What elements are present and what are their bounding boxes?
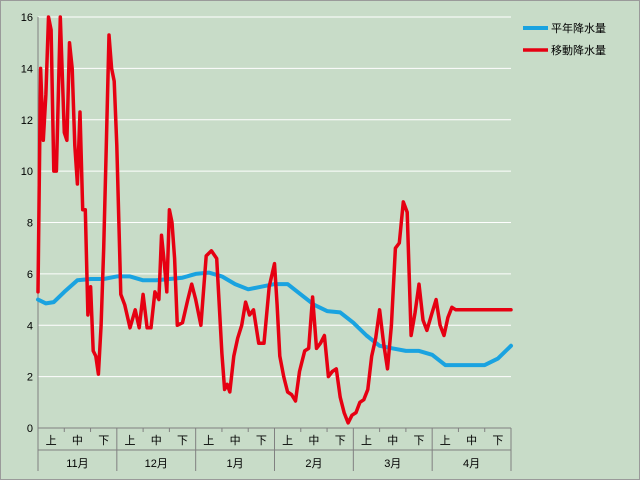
x-month-label: 4月 <box>463 458 480 470</box>
y-tick-label: 16 <box>21 12 33 24</box>
x-axis: 上中下11月上中下12月上中下1月上中下2月上中下3月上中下4月 <box>37 428 512 471</box>
x-decade-label: 中 <box>308 434 319 447</box>
x-decade-label: 下 <box>98 435 109 447</box>
x-decade-label: 上 <box>124 434 135 447</box>
x-month-label: 1月 <box>227 458 244 470</box>
y-tick-label: 0 <box>27 423 33 435</box>
x-decade-label: 上 <box>282 434 293 447</box>
x-decade-label: 上 <box>361 434 372 447</box>
y-tick-label: 4 <box>27 320 33 332</box>
x-decade-label: 下 <box>256 435 267 447</box>
x-month-label: 2月 <box>305 458 322 470</box>
y-tick-label: 12 <box>21 115 33 127</box>
x-decade-label: 上 <box>203 434 214 447</box>
x-month-label: 12月 <box>145 458 168 470</box>
x-month-label: 11月 <box>66 458 88 470</box>
legend-label: 移動降水量 <box>551 43 606 57</box>
legend-label: 平年降水量 <box>551 21 606 35</box>
y-tick-label: 10 <box>21 166 33 178</box>
x-decade-label: 中 <box>466 434 477 447</box>
series-lines <box>36 15 513 425</box>
series-line-moving <box>36 15 513 425</box>
y-axis-ticks: 0 2 4 6 8 10 12 14 16 <box>21 12 33 435</box>
x-decade-label: 中 <box>387 434 398 447</box>
x-decade-label: 下 <box>177 435 188 447</box>
x-decade-label: 上 <box>440 434 451 447</box>
y-tick-label: 6 <box>27 269 33 281</box>
x-decade-label: 下 <box>335 435 346 447</box>
x-decade-label: 下 <box>492 435 503 447</box>
y-tick-label: 2 <box>27 372 33 384</box>
y-tick-label: 14 <box>21 63 33 75</box>
y-tick-label: 8 <box>27 218 33 230</box>
x-decade-label: 中 <box>72 434 83 447</box>
x-month-label: 3月 <box>384 458 401 470</box>
x-decade-label: 中 <box>151 434 162 447</box>
x-decade-label: 中 <box>230 434 241 447</box>
x-decade-label: 上 <box>46 434 57 447</box>
x-decade-label: 下 <box>414 435 425 447</box>
